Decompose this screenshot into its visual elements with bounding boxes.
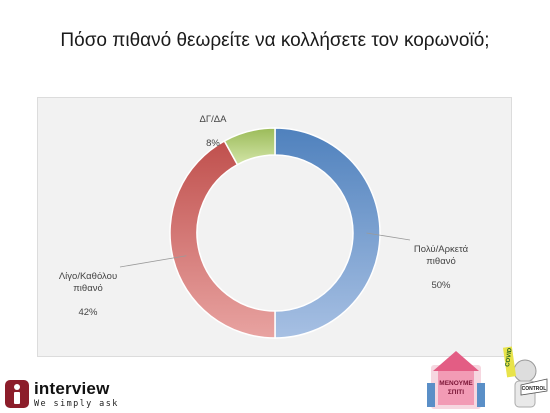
slice-2 — [223, 127, 276, 166]
covid-control-badge-icon: COVID CONTROL — [502, 346, 548, 408]
slice-category: ΔΓ/ΔΑ — [199, 114, 227, 125]
slice-1 — [169, 139, 276, 339]
chart-panel: Πολύ/Αρκετά πιθανό 50% Λίγο/Καθόλου πιθα… — [37, 97, 512, 357]
slice-value: 8% — [206, 138, 220, 149]
campaign-badges: ΜΕΝΟΥΜΕ ΣΠΙΤΙ COVID CONTROL — [427, 346, 548, 409]
svg-text:ΣΠΙΤΙ: ΣΠΙΤΙ — [448, 389, 464, 396]
leader-line-0 — [366, 232, 411, 241]
slice-category: Πολύ/Αρκετά πιθανό — [413, 244, 469, 267]
svg-text:ΜΕΝΟΥΜΕ: ΜΕΝΟΥΜΕ — [439, 380, 473, 387]
slice-category: Λίγο/Καθόλου πιθανό — [58, 271, 118, 294]
doughnut-chart — [119, 127, 411, 339]
interview-logo: interview We simply ask — [2, 379, 132, 410]
slice-value: 50% — [431, 280, 451, 291]
logo-name: interview — [34, 379, 110, 398]
page-title: Πόσο πιθανό θεωρείτε να κολλήσετε τον κο… — [60, 30, 490, 51]
slice-label-unlikely: Λίγο/Καθόλου πιθανό 42% — [52, 259, 124, 319]
svg-text:CONTROL: CONTROL — [522, 386, 547, 392]
logo-tagline: We simply ask — [34, 399, 119, 409]
info-icon — [5, 380, 29, 408]
slice-value: 42% — [78, 307, 98, 318]
svg-text:COVID: COVID — [505, 347, 514, 367]
stay-home-badge-icon: ΜΕΝΟΥΜΕ ΣΠΙΤΙ — [427, 351, 485, 409]
slice-label-very-likely: Πολύ/Αρκετά πιθανό 50% — [406, 232, 476, 292]
leader-line-1 — [119, 255, 187, 268]
slice-0 — [274, 127, 381, 339]
slice-label-dont-know: ΔΓ/ΔΑ 8% — [183, 102, 243, 150]
